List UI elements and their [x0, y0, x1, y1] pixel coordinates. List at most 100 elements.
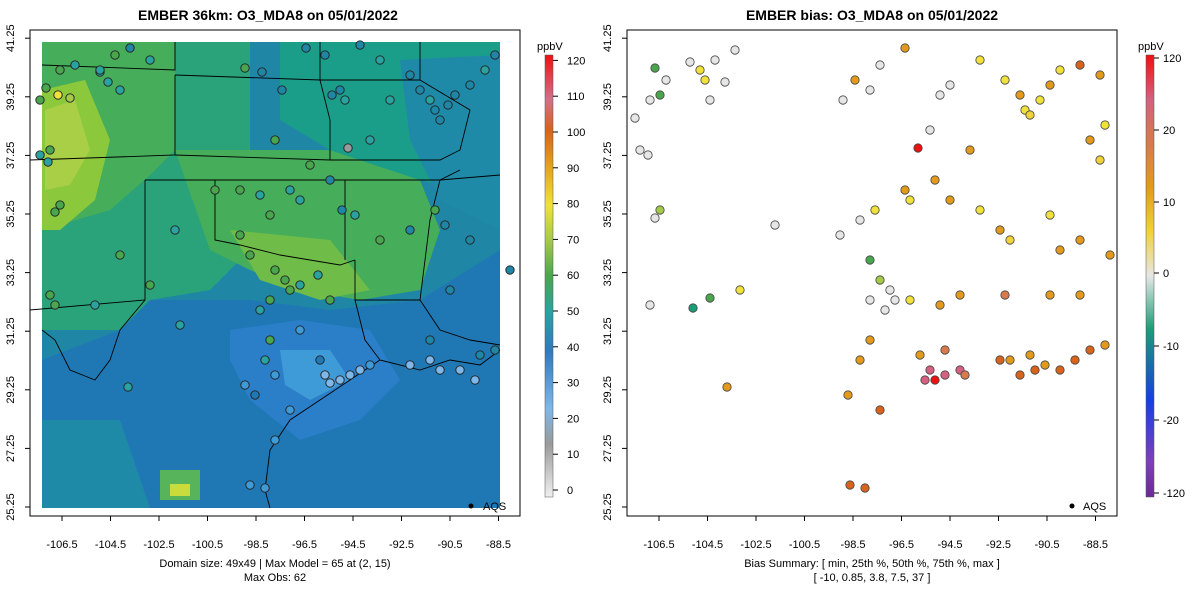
aqs-station-marker: [375, 55, 385, 65]
aqs-station-marker: [235, 185, 245, 195]
aqs-station-marker: [260, 355, 270, 365]
aqs-station-marker: [440, 220, 450, 230]
aqs-station-marker: [285, 185, 295, 195]
aqs-station-marker: [265, 210, 275, 220]
aqs-bias-marker: [770, 220, 780, 230]
aqs-station-marker: [425, 355, 435, 365]
aqs-bias-marker: [635, 145, 645, 155]
right-colorbar-tick-label: 10: [1163, 197, 1175, 209]
aqs-bias-marker: [855, 355, 865, 365]
right-x-tick-label: -98.5: [840, 539, 865, 551]
aqs-station-marker: [240, 380, 250, 390]
aqs-station-marker: [45, 145, 55, 155]
aqs-bias-marker: [925, 365, 935, 375]
aqs-station-marker: [490, 50, 500, 60]
left-caption-line1: Domain size: 49x49 | Max Model = 65 at (…: [159, 558, 390, 570]
left-colorbar-tick-label: 40: [567, 342, 579, 354]
right-colorbar-tick-label: -120: [1163, 488, 1185, 500]
left-colorbar-tick-label: 20: [567, 413, 579, 425]
aqs-station-marker: [430, 205, 440, 215]
aqs-bias-marker: [1105, 250, 1115, 260]
left-x-tick-label: -94.5: [340, 539, 365, 551]
aqs-station-marker: [350, 210, 360, 220]
aqs-bias-marker: [865, 255, 875, 265]
left-colorbar-tick-label: 110: [567, 91, 585, 103]
aqs-station-marker: [425, 335, 435, 345]
left-y-tick-label: 29.25: [5, 376, 17, 404]
right-x-tick-label: -96.5: [889, 539, 914, 551]
left-x-axis: -106.5 -104.5 -102.5 -100.5 -98.5 -96.5 -94.5 -…: [46, 516, 511, 551]
aqs-bias-marker: [1035, 95, 1045, 105]
aqs-bias-marker: [865, 295, 875, 305]
aqs-bias-marker: [855, 215, 865, 225]
left-colorbar-tick-label: 80: [567, 199, 579, 211]
aqs-station-marker: [320, 50, 330, 60]
aqs-station-marker: [145, 280, 155, 290]
aqs-station-marker: [50, 207, 60, 217]
aqs-station-marker: [470, 375, 480, 385]
aqs-station-marker: [450, 90, 460, 100]
right-x-axis: -106.5 -104.5 -102.5 -100.5 -98.5 -96.5 -94.5 -…: [643, 516, 1108, 551]
aqs-bias-marker: [1000, 75, 1010, 85]
left-y-tick-label: 31.25: [5, 317, 17, 345]
left-x-tick-label: -90.5: [437, 539, 462, 551]
aqs-station-marker: [45, 290, 55, 300]
right-legend-dot: [1069, 503, 1075, 509]
aqs-station-marker: [443, 100, 453, 110]
aqs-station-marker: [55, 65, 65, 75]
aqs-bias-marker: [850, 75, 860, 85]
aqs-station-marker: [43, 157, 53, 167]
left-x-tick-label: -106.5: [46, 539, 77, 551]
aqs-bias-marker: [1025, 350, 1035, 360]
aqs-bias-marker: [705, 95, 715, 105]
aqs-station-marker: [405, 225, 415, 235]
aqs-station-marker: [265, 335, 275, 345]
aqs-station-marker: [265, 295, 275, 305]
aqs-bias-marker: [645, 95, 655, 105]
right-legend-label: AQS: [1083, 501, 1106, 513]
left-y-tick-label: 25.25: [5, 493, 17, 521]
aqs-station-marker: [285, 285, 295, 295]
aqs-station-marker: [35, 150, 45, 160]
left-title: EMBER 36km: O3_MDA8 on 05/01/2022: [138, 7, 398, 23]
aqs-bias-marker: [1055, 245, 1065, 255]
aqs-bias-marker: [975, 55, 985, 65]
aqs-bias-marker: [688, 303, 698, 313]
aqs-station-marker: [505, 265, 515, 275]
left-colorbar: [544, 54, 554, 498]
aqs-station-marker: [125, 43, 135, 53]
aqs-bias-marker: [940, 370, 950, 380]
aqs-station-marker: [50, 300, 60, 310]
aqs-bias-marker: [1000, 290, 1010, 300]
aqs-bias-marker: [655, 205, 665, 215]
right-x-tick-label: -94.5: [937, 539, 962, 551]
left-x-tick-label: -100.5: [192, 539, 223, 551]
right-colorbar-tick-label: -20: [1163, 415, 1179, 427]
aqs-station-marker: [257, 67, 267, 77]
aqs-station-marker: [41, 83, 51, 93]
left-panel: EMBER 36km: O3_MDA8 on 05/01/2022: [5, 7, 585, 584]
right-aqs-stations: [630, 43, 1115, 493]
aqs-station-marker: [55, 200, 65, 210]
aqs-bias-marker: [905, 195, 915, 205]
aqs-station-marker: [175, 320, 185, 330]
aqs-station-marker: [245, 480, 255, 490]
left-legend-dot: [468, 503, 474, 509]
aqs-station-marker: [210, 185, 220, 195]
aqs-bias-marker: [995, 355, 1005, 365]
aqs-bias-marker: [735, 285, 745, 295]
left-colorbar-ticks: 0 10 20 30 40 50 60 70 80 90 100 110 120: [553, 55, 585, 497]
aqs-station-marker: [170, 225, 180, 235]
right-colorbar-tick-label: 0: [1163, 268, 1169, 280]
left-x-tick-label: -88.5: [486, 539, 511, 551]
aqs-bias-marker: [935, 90, 945, 100]
left-x-tick-label: -98.5: [243, 539, 268, 551]
aqs-station-marker: [325, 175, 335, 185]
right-y-tick-label: 31.25: [602, 317, 614, 345]
aqs-station-marker: [285, 405, 295, 415]
aqs-bias-marker: [900, 185, 910, 195]
aqs-station-marker: [280, 275, 290, 285]
aqs-station-marker: [375, 235, 385, 245]
right-colorbar-tick-label: 120: [1163, 53, 1181, 65]
aqs-station-marker: [295, 280, 305, 290]
